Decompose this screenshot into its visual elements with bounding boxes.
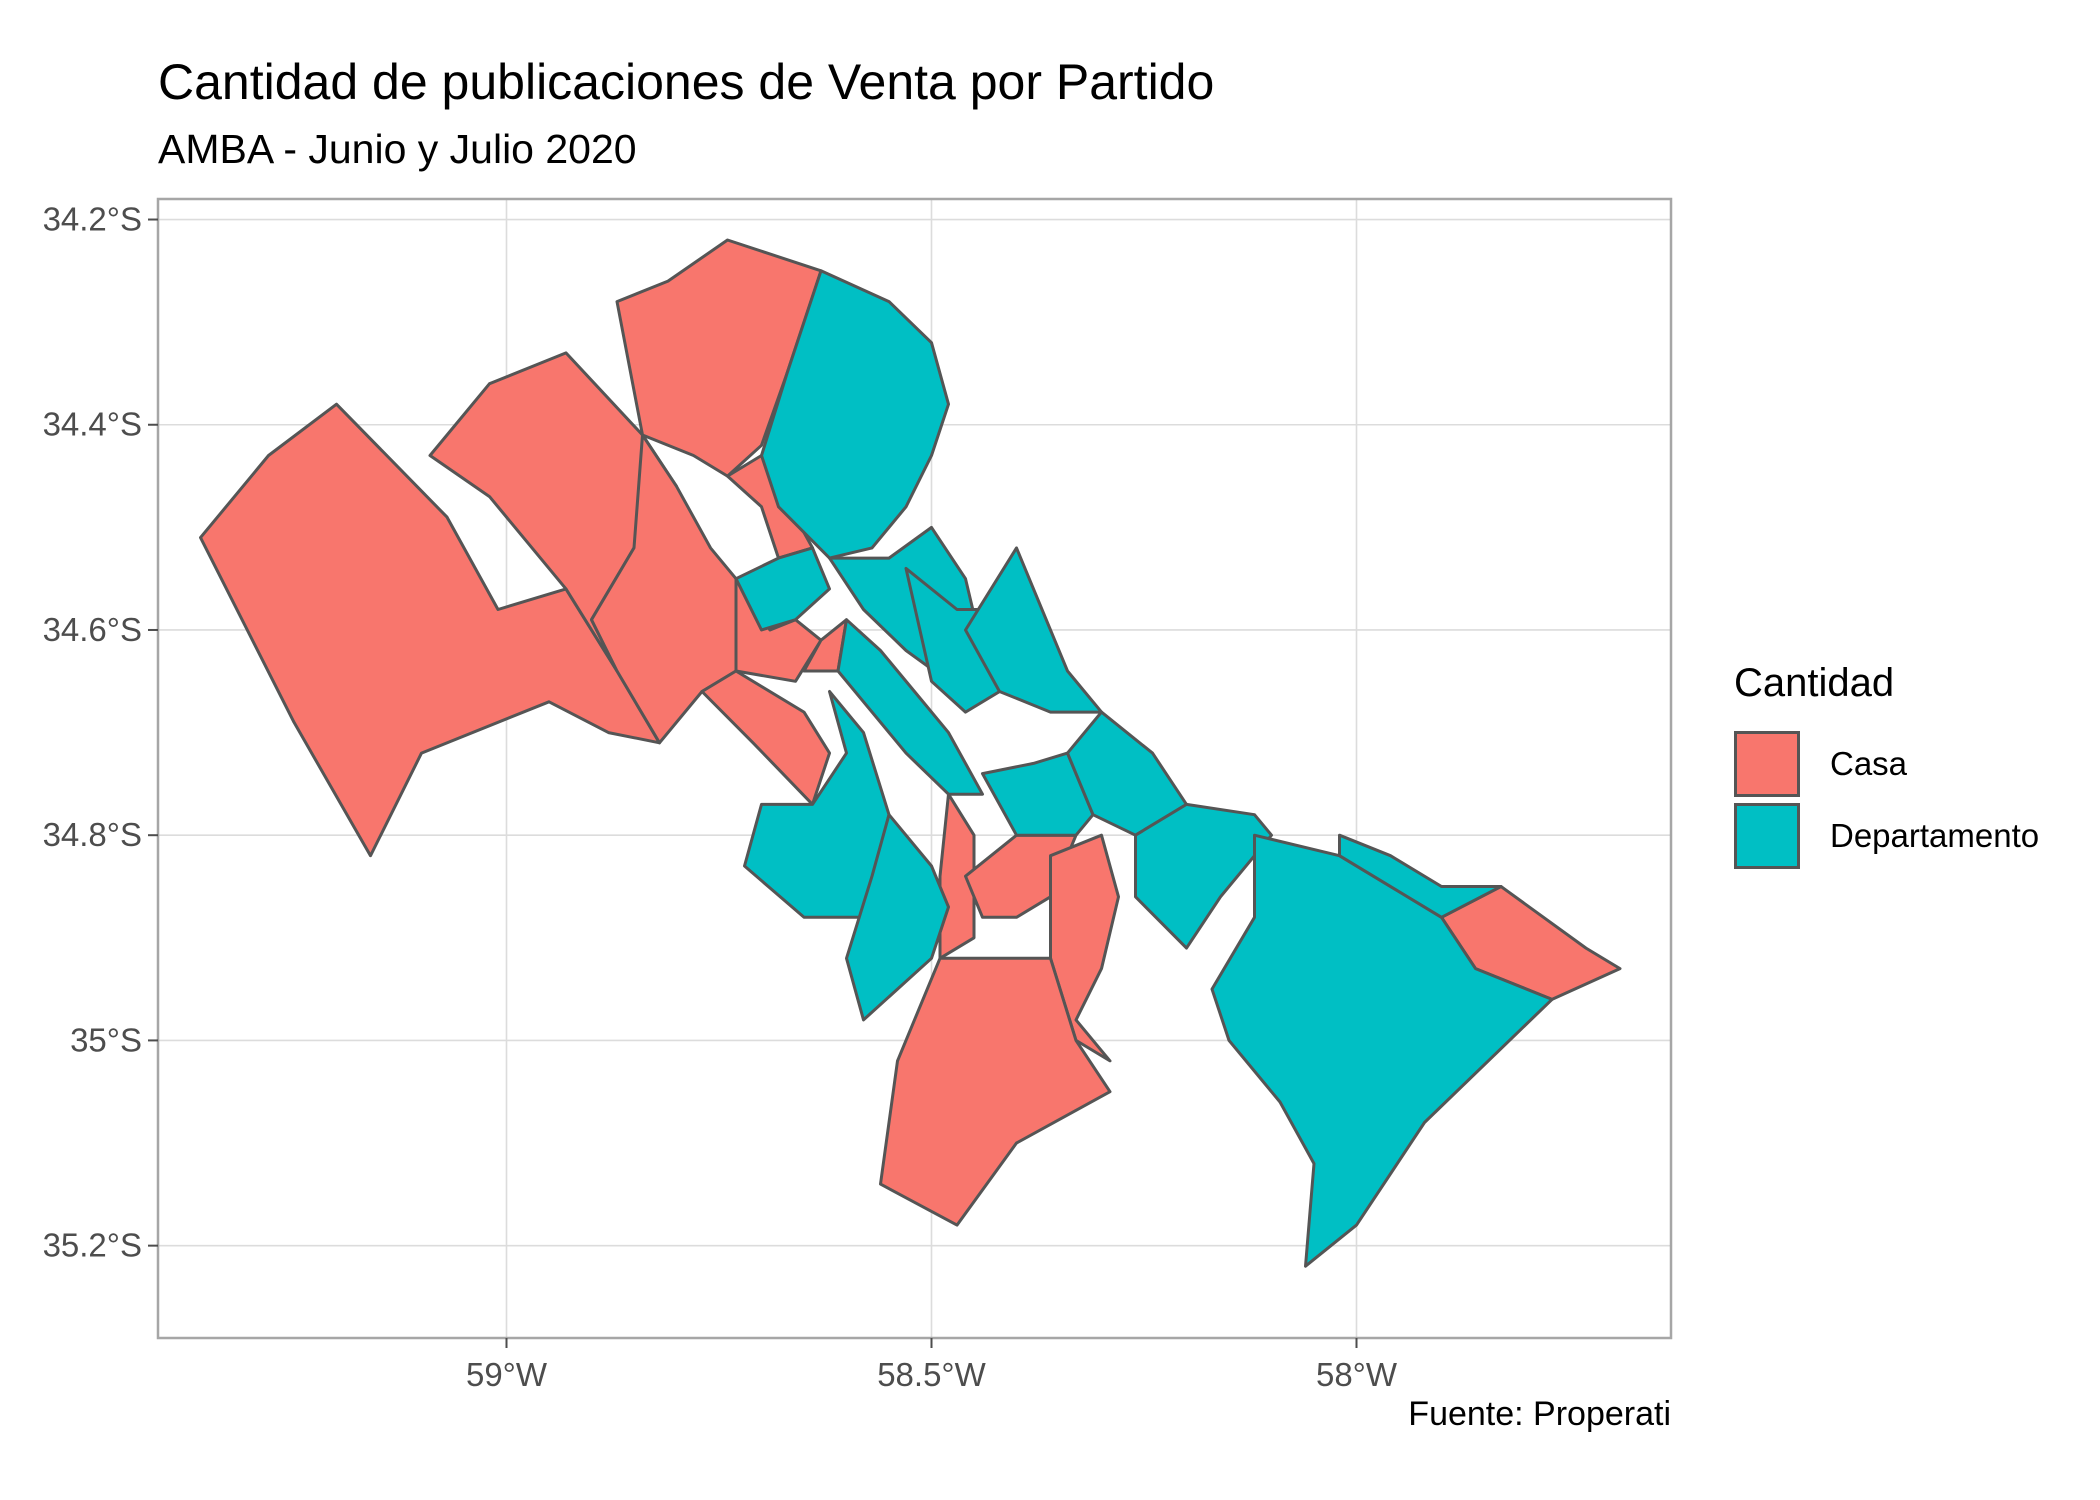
casa-region [615,238,823,478]
departamento-region [760,269,950,560]
map-regions [199,238,1622,1268]
departamento-region [1210,833,1554,1268]
lat-tick-label: 35°S [70,1021,142,1058]
departamento-region [1338,833,1503,919]
legend-item-casa: Casa [1734,728,2039,800]
departamento-region [734,546,831,632]
lat-tick-label: 34.4°S [43,406,142,443]
lat-tick-label: 34.8°S [43,816,142,853]
departamento-region [743,690,891,919]
departamento-region [964,546,1103,714]
chart-subtitle: AMBA - Junio y Julio 2020 [158,126,637,172]
casa-region [879,956,1112,1227]
casa-region [700,669,831,806]
casa-region [199,402,661,858]
axes: 34.2°S 34.4°S 34.6°S 34.8°S 35°S 35.2°S 59°W 58… [43,201,1398,1393]
casa-region [938,792,976,960]
lat-tick-label: 34.2°S [43,201,142,238]
lat-tick-label: 35.2°S [43,1227,142,1264]
legend-item-departamento: Departamento [1734,800,2039,872]
source-caption: Fuente: Properati [1408,1395,1671,1433]
departamento-region [836,618,984,796]
departamento-region [845,813,950,1022]
panel-border [156,197,1673,1340]
departamento-region [1134,802,1273,950]
legend: Cantidad Casa Departamento [1734,658,2039,872]
legend-swatch-casa [1734,731,1800,797]
legend-label-departamento: Departamento [1830,817,2040,854]
legend-swatch-departamento [1734,803,1800,869]
legend-title: Cantidad [1734,661,1895,705]
lon-tick-label: 59°W [466,1356,548,1393]
lon-tick-label: 58.5°W [877,1356,986,1393]
chart-title: Cantidad de publicaciones de Venta por P… [158,54,1215,110]
lat-tick-label: 34.6°S [43,611,142,648]
lon-tick-label: 58°W [1316,1356,1398,1393]
legend-label-casa: Casa [1830,745,1908,782]
